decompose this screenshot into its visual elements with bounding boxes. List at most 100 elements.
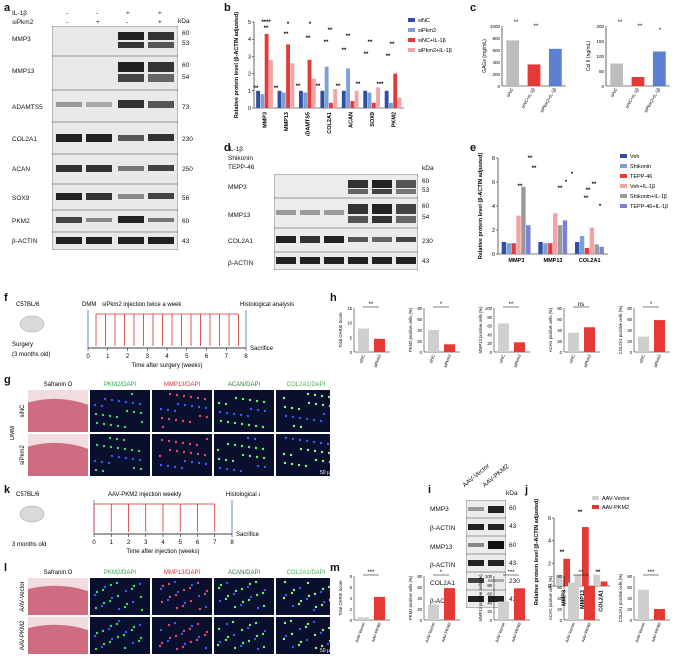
bar [610, 63, 624, 86]
cell-dot [327, 626, 330, 630]
significance-label: *** [647, 570, 655, 576]
cell-dot [232, 592, 236, 596]
cell-dot [188, 627, 192, 631]
y-tick-label: 6 [492, 180, 495, 186]
cell-dot [262, 604, 266, 608]
cell-dot [299, 447, 303, 451]
y-axis-label: ACAN positive cells (%) [548, 307, 553, 352]
cell-dot [306, 622, 310, 626]
cell-dot [204, 646, 208, 650]
legend-label: siPkm2 [418, 28, 436, 34]
x-tick-label: siNC [609, 86, 619, 98]
mw-label: 43 [422, 258, 430, 265]
panel-letter-c: c [470, 2, 477, 14]
cell-dot [94, 412, 98, 416]
mw-label: 60 [422, 178, 430, 185]
cell-dot [204, 605, 208, 609]
y-tick-label: 200 [596, 24, 604, 29]
y-tick-label: 20 [557, 607, 562, 612]
chart-b: 0 1 2 3 4 5 Relative protein level (β-ACTIN ad… [234, 12, 452, 136]
y-tick-label: 8 [350, 574, 353, 579]
row-label: COL2A1 [430, 580, 455, 587]
mw-label: 43 [509, 523, 517, 530]
cell-dot [93, 634, 97, 638]
cell-dot [226, 594, 230, 598]
cell-dot [123, 425, 127, 429]
histology-column-label: MMP13/DAPI [164, 570, 201, 576]
cell-dot [95, 631, 99, 635]
bar [584, 585, 595, 620]
cell-dot [283, 405, 287, 409]
cell-dot [93, 403, 97, 407]
y-tick-label: 80 [557, 306, 562, 311]
x-tick-label: MMP13 [284, 112, 290, 131]
legend-swatch [620, 164, 627, 168]
scale-bar-label: 50 μm [320, 470, 330, 476]
panel-letter-d: d [224, 142, 231, 154]
x-tick-label: siPkm2 [443, 353, 453, 368]
timeline-tick-label: 1 [110, 540, 114, 546]
significance-label: ** [356, 82, 361, 88]
significance-label: **** [261, 20, 271, 26]
cell-dot [319, 631, 323, 635]
cell-dot [108, 599, 112, 603]
cell-dot [158, 454, 162, 458]
cell-dot [182, 450, 186, 454]
timeline-tick-label: 3 [146, 354, 150, 360]
cell-dot [130, 448, 134, 452]
cell-dot [160, 600, 164, 604]
mw-label: 43 [509, 596, 517, 603]
cell-dot [240, 628, 244, 632]
cell-dot [167, 417, 171, 421]
y-axis-label: ACAN positive cells (%) [548, 575, 553, 620]
legend-label: AAV-Vector [602, 496, 630, 502]
cell-dot [205, 415, 209, 419]
bar [376, 87, 380, 108]
sign: + [96, 19, 100, 26]
x-tick-label: siPkm2+IL-1β [643, 87, 661, 114]
cell-dot [328, 404, 330, 408]
cell-dot [233, 421, 237, 425]
cell-dot [175, 449, 179, 453]
cell-dot [304, 625, 308, 629]
cell-dot [232, 633, 236, 637]
cell-dot [174, 440, 178, 444]
bar [444, 344, 455, 352]
significance-label: ** [306, 36, 311, 42]
cell-dot [226, 635, 230, 639]
row-label: β-ACTIN [430, 598, 456, 605]
cell-dot [255, 634, 259, 638]
x-tick-label: MMP3 [508, 258, 524, 264]
cell-dot [218, 410, 222, 414]
fluorescence-image [152, 578, 212, 615]
chart-m: 0 2 4 6 8 Total OARSI Score AAV-Vector AAV-PKM2… [338, 570, 670, 643]
cell-dot [132, 584, 136, 588]
cond-label: IL-1β [228, 146, 243, 153]
significance-label: *** [507, 570, 515, 576]
y-tick-label: 60 [417, 585, 422, 590]
cell-dot [173, 409, 177, 413]
cell-dot [140, 420, 144, 424]
mouse-icon [19, 505, 45, 523]
cell-dot [298, 438, 302, 442]
y-tick-label: 0 [420, 618, 423, 623]
injection-label: AAV-PKM2 injection weekly [108, 492, 181, 498]
blot-a-image [52, 26, 178, 250]
y-tick-label: 10 [347, 321, 352, 326]
y-tick-label: 0 [497, 84, 500, 89]
cell-dot [109, 423, 113, 427]
histology-column-label: PKM2/DAPI [104, 570, 136, 576]
cell-dot [102, 444, 106, 448]
cell-dot [161, 584, 165, 588]
cell-dot [247, 598, 251, 602]
significance-label: ** [584, 196, 589, 202]
y-tick-label: 20 [417, 607, 422, 612]
bar [600, 581, 608, 586]
cell-dot [166, 408, 170, 412]
bar [631, 77, 645, 86]
legend-label: TEPP-46+IL-1β [630, 204, 668, 210]
bar [397, 97, 402, 108]
cell-dot [256, 647, 260, 651]
significance-label: ** [618, 20, 623, 26]
bar [563, 558, 571, 586]
